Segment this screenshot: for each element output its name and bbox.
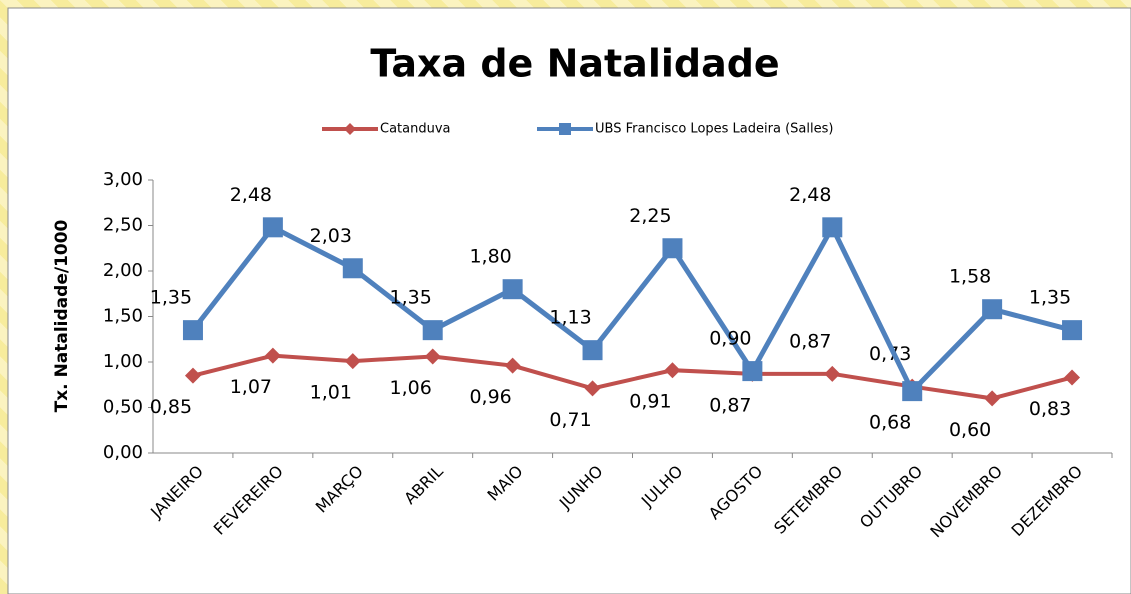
y-tick-label: 3,00	[103, 169, 143, 190]
data-label: 1,58	[949, 266, 991, 288]
series-line	[192, 353, 1073, 401]
marker	[502, 279, 523, 300]
marker	[982, 299, 1003, 320]
data-label: 1,35	[1029, 287, 1071, 309]
data-label: 1,35	[390, 287, 432, 309]
data-label: 0,87	[789, 330, 831, 352]
data-label: 1,07	[230, 376, 272, 398]
data-label: 0,87	[709, 394, 751, 416]
marker	[504, 357, 521, 374]
legend-marker	[559, 123, 571, 135]
marker	[184, 367, 201, 384]
legend-label: UBS Francisco Lopes Ladeira (Salles)	[595, 122, 833, 137]
data-label: 0,83	[1029, 398, 1071, 420]
chart-area	[7, 7, 1131, 594]
marker	[584, 380, 601, 397]
legend-label: Catanduva	[380, 122, 451, 137]
y-tick-label: 1,00	[103, 351, 143, 372]
marker	[424, 348, 441, 365]
data-label: 0,90	[709, 328, 751, 350]
data-label: 1,01	[310, 382, 352, 404]
y-tick-label: 2,50	[103, 215, 143, 236]
data-label: 0,71	[549, 409, 591, 431]
legend-marker	[344, 123, 356, 135]
y-tick-label: 2,00	[103, 260, 143, 281]
y-tick-label: 0,50	[103, 397, 143, 418]
marker	[664, 362, 681, 379]
marker	[182, 320, 203, 341]
marker	[262, 217, 283, 238]
data-label: 0,60	[949, 419, 991, 441]
y-tick-label: 0,00	[103, 442, 143, 463]
data-label: 0,96	[469, 386, 511, 408]
marker	[422, 320, 443, 341]
marker	[824, 365, 841, 382]
marker	[822, 217, 843, 238]
marker	[742, 361, 763, 382]
data-label: 2,03	[310, 225, 352, 247]
y-tick-label: 1,50	[103, 306, 143, 327]
data-label: 0,85	[150, 396, 192, 418]
marker	[1064, 369, 1081, 386]
data-label: 2,48	[789, 184, 831, 206]
marker	[342, 258, 363, 279]
marker	[902, 381, 923, 402]
marker	[344, 353, 361, 370]
marker	[582, 340, 603, 361]
series-line	[190, 221, 1073, 396]
data-label: 0,68	[869, 412, 911, 434]
data-label: 0,73	[869, 343, 911, 365]
data-label: 1,06	[390, 377, 432, 399]
data-label: 1,35	[150, 287, 192, 309]
y-axis-label: Tx. Natalidade/1000	[52, 219, 72, 412]
data-label: 1,80	[469, 246, 511, 268]
marker	[1062, 320, 1083, 341]
marker	[984, 390, 1001, 407]
data-label: 2,48	[230, 184, 272, 206]
marker	[662, 238, 683, 259]
data-label: 1,13	[549, 307, 591, 329]
data-label: 0,91	[629, 391, 671, 413]
chart-title: Taxa de Natalidade	[370, 42, 779, 86]
marker	[264, 347, 281, 364]
data-label: 2,25	[629, 205, 671, 227]
